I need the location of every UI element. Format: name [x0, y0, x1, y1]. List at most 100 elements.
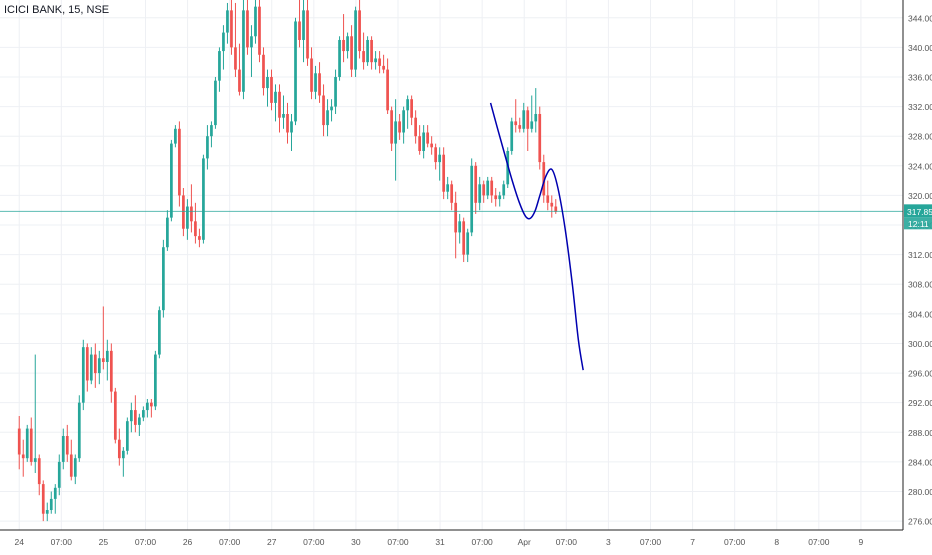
candle-body	[290, 121, 293, 133]
candle-body	[242, 10, 245, 92]
countdown-tag	[904, 217, 932, 230]
candle-body	[510, 121, 514, 152]
candle-body	[142, 410, 145, 418]
candle-body	[326, 110, 329, 126]
candle-body	[210, 125, 213, 137]
candle-body	[113, 391, 117, 440]
y-tick-label: 328.00	[908, 132, 932, 142]
candle-body	[262, 54, 265, 89]
candle-body	[350, 36, 353, 70]
candle-body	[202, 158, 205, 240]
x-tick-label: 07:00	[135, 537, 157, 547]
candle-body	[450, 184, 454, 203]
candle-body	[330, 106, 333, 111]
candle-body	[218, 51, 221, 81]
candle-body	[366, 39, 369, 63]
candle-body	[105, 350, 109, 362]
candle-body	[21, 454, 25, 459]
candle-body	[178, 128, 181, 196]
y-tick-label: 340.00	[908, 43, 932, 53]
candle-body	[458, 221, 462, 233]
x-tick-label: 9	[859, 537, 864, 547]
candle-body	[270, 76, 273, 103]
candle-body	[530, 121, 534, 129]
y-tick-label: 336.00	[908, 72, 932, 82]
candle-body	[462, 221, 466, 255]
candle-body	[394, 121, 397, 144]
candle-body	[486, 180, 490, 196]
candle-body	[338, 39, 341, 77]
candle-body	[310, 58, 313, 92]
x-tick-label: 3	[606, 537, 611, 547]
candle-body	[466, 232, 470, 255]
candle-body	[410, 99, 413, 118]
candle-body	[502, 184, 506, 196]
x-tick-label: 8	[774, 537, 779, 547]
candle-body	[554, 206, 558, 212]
candle-body	[498, 195, 502, 200]
candle-body	[490, 180, 494, 196]
last-price-label: 317.85	[907, 207, 932, 217]
candle-body	[474, 165, 478, 203]
last-price-tag	[904, 204, 932, 218]
candle-body	[278, 91, 281, 118]
drawing-layer[interactable]	[489, 102, 584, 371]
candle-body	[378, 58, 381, 66]
candle-body	[121, 450, 125, 459]
candle-body	[518, 125, 522, 129]
candle-body	[246, 10, 249, 48]
y-tick-label: 300.00	[908, 339, 932, 349]
candle-body	[382, 65, 385, 70]
candle-body	[422, 132, 426, 152]
candle-body	[186, 206, 189, 229]
projection-curve[interactable]	[489, 102, 584, 371]
time-axis[interactable]: 24 07:00 25 07:00 26 07:00 27 07:00 30 07:00 31 07:…	[0, 529, 903, 547]
candle-body	[522, 110, 526, 129]
candle-body	[398, 121, 401, 133]
candle-body	[430, 143, 434, 148]
candle-body	[33, 458, 37, 462]
y-tick-label: 276.00	[908, 517, 932, 527]
y-tick-label: 308.00	[908, 280, 932, 290]
candle-body	[274, 91, 277, 103]
candle-body	[362, 51, 365, 63]
y-tick-label: 320.00	[908, 191, 932, 201]
candle-body	[534, 113, 538, 122]
candle-body	[442, 154, 446, 192]
candle-body	[73, 458, 77, 477]
candle-body	[334, 76, 337, 107]
x-tick-label: 07:00	[303, 537, 325, 547]
candle-body	[542, 162, 546, 196]
candle-body	[482, 184, 486, 196]
candle-body	[250, 36, 253, 48]
candle-body	[69, 454, 73, 477]
candle-body	[526, 110, 530, 129]
candle-body	[418, 136, 421, 152]
x-tick-label: 31	[435, 537, 445, 547]
candle-body	[158, 310, 161, 355]
candle-body	[226, 10, 229, 33]
candle-body	[214, 80, 217, 126]
symbol-title[interactable]: ICICI BANK, 15, NSE	[4, 4, 110, 16]
candle-body	[550, 202, 554, 207]
candle-body	[266, 76, 269, 89]
candle-body	[29, 428, 33, 462]
candle-body	[286, 113, 289, 133]
candle-body	[206, 136, 209, 159]
price-axis[interactable]: 344.00 340.00 336.00 332.00 328.00 324.00 320.…	[902, 0, 932, 530]
candle-body	[254, 6, 257, 37]
candle-body	[61, 435, 65, 462]
candle-body	[414, 117, 417, 137]
candle-body	[190, 206, 193, 222]
x-tick-label: 27	[267, 537, 277, 547]
candle-body	[198, 236, 201, 240]
candle-body	[258, 6, 261, 55]
candle-body	[538, 113, 542, 163]
candle-body	[89, 354, 93, 381]
candle-body	[182, 195, 185, 229]
candle-body	[125, 421, 129, 451]
candle-body	[314, 73, 317, 92]
candle-body	[358, 10, 361, 52]
